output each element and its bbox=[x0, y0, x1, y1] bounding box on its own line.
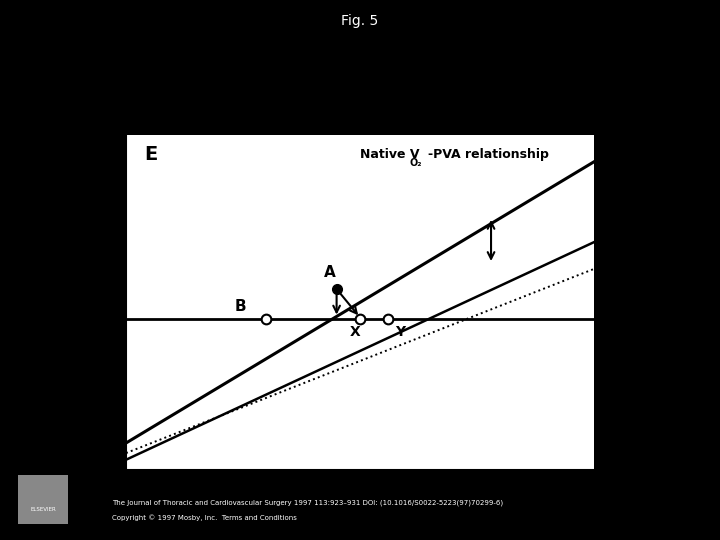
Text: Y: Y bbox=[395, 325, 405, 339]
Text: B: B bbox=[235, 299, 246, 314]
Text: O₂: O₂ bbox=[409, 158, 422, 168]
Text: O$_2$: O$_2$ bbox=[96, 291, 114, 307]
Text: Fig. 5: Fig. 5 bbox=[341, 14, 379, 28]
Text: -PVA relationship: -PVA relationship bbox=[428, 148, 549, 161]
Text: PVA: PVA bbox=[340, 497, 380, 515]
Text: V: V bbox=[70, 280, 85, 299]
Text: A: A bbox=[324, 265, 336, 280]
Text: ELSEVIER: ELSEVIER bbox=[30, 507, 56, 512]
Text: X: X bbox=[350, 325, 361, 339]
Text: Copyright © 1997 Mosby, Inc.  Terms and Conditions: Copyright © 1997 Mosby, Inc. Terms and C… bbox=[112, 514, 297, 521]
Text: The Journal of Thoracic and Cardiovascular Surgery 1997 113:923–931 DOI: (10.101: The Journal of Thoracic and Cardiovascul… bbox=[112, 500, 503, 506]
Text: E: E bbox=[145, 145, 158, 164]
Text: Native V: Native V bbox=[360, 148, 420, 161]
